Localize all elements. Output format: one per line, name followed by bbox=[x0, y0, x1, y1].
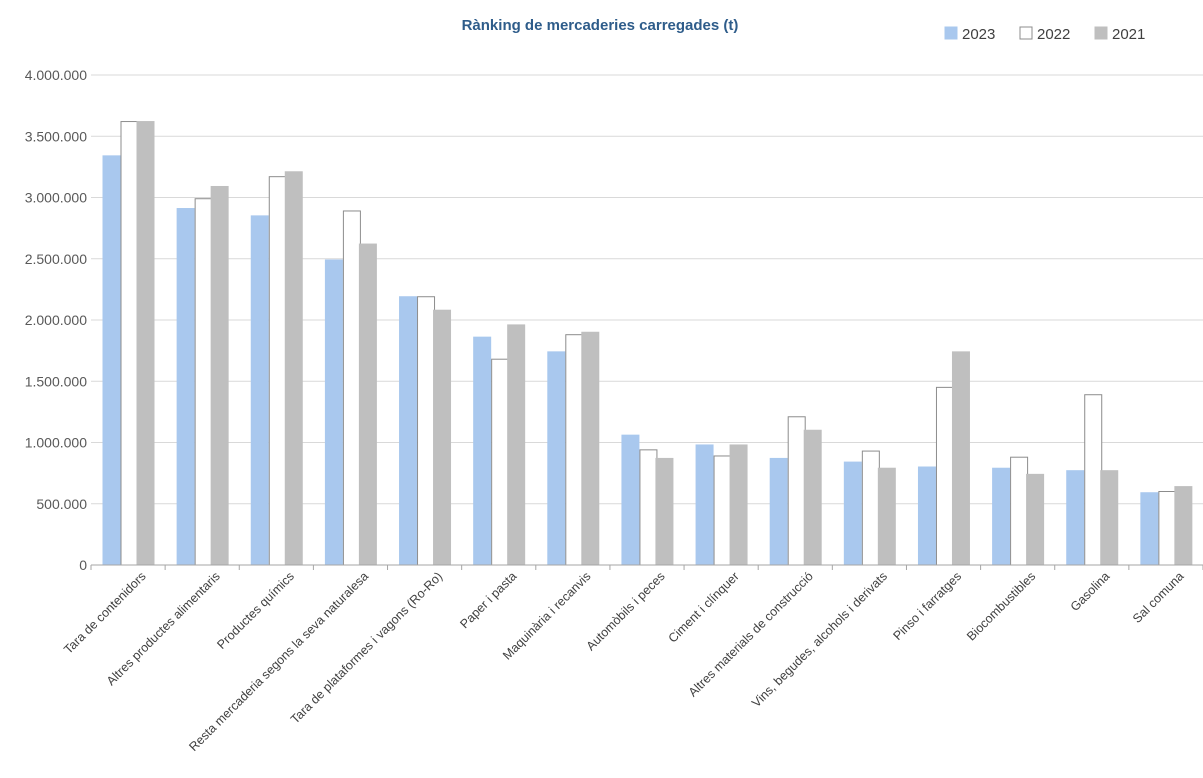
bar-2023-9 bbox=[695, 444, 714, 566]
x-category-label: Ciment i clínquer bbox=[666, 569, 742, 645]
y-tick-label: 2.000.000 bbox=[25, 312, 87, 328]
y-tick-label: 1.500.000 bbox=[25, 373, 87, 389]
x-category-label: Tara de contenidors bbox=[61, 569, 149, 657]
bar-2022-9 bbox=[713, 455, 732, 566]
y-tick-label: 3.000.000 bbox=[25, 190, 87, 206]
bar-2023-11 bbox=[843, 461, 862, 566]
bar-2023-8 bbox=[621, 434, 640, 566]
bar-2021-1 bbox=[136, 121, 155, 566]
legend-label-2023: 2023 bbox=[962, 26, 995, 43]
legend: 2023 2022 2021 bbox=[944, 26, 1145, 43]
y-tick-label: 1.000.000 bbox=[25, 435, 87, 451]
y-axis-ticks: 0 500.000 1.000.000 1.500.000 2.000.000 2.500… bbox=[25, 67, 88, 573]
bar-2021-15 bbox=[1174, 486, 1193, 566]
bar-2023-15 bbox=[1140, 492, 1159, 566]
y-tick-label: 3.500.000 bbox=[25, 128, 87, 144]
chart-title: Rànking de mercaderies carregades (t) bbox=[462, 17, 739, 34]
legend-swatch-2022 bbox=[1019, 26, 1033, 40]
bar-2023-3 bbox=[250, 215, 269, 566]
y-tick-label: 0 bbox=[79, 557, 87, 573]
bar-2021-9 bbox=[729, 444, 748, 566]
bar-2023-6 bbox=[473, 336, 492, 566]
bar-2023-12 bbox=[917, 466, 936, 566]
bar-2021-2 bbox=[210, 185, 229, 566]
bar-2021-5 bbox=[433, 309, 452, 566]
bar-2022-1 bbox=[120, 121, 139, 566]
bar-2021-7 bbox=[581, 331, 600, 566]
x-category-label: Sal comuna bbox=[1130, 569, 1187, 626]
legend-label-2022: 2022 bbox=[1037, 26, 1070, 43]
bar-2021-3 bbox=[284, 171, 303, 566]
x-category-label: Gasolina bbox=[1068, 569, 1113, 614]
bar-2022-5 bbox=[417, 296, 436, 566]
bar-2022-13 bbox=[1010, 456, 1029, 566]
bar-2021-8 bbox=[655, 457, 674, 566]
bars bbox=[102, 121, 1193, 566]
bar-2023-2 bbox=[176, 208, 195, 566]
bar-2022-10 bbox=[787, 416, 806, 566]
bar-2021-4 bbox=[358, 243, 377, 566]
bar-2022-11 bbox=[861, 450, 880, 566]
y-tick-label: 4.000.000 bbox=[25, 67, 87, 83]
bar-2022-6 bbox=[491, 358, 510, 566]
bar-2022-4 bbox=[342, 210, 361, 566]
bar-2021-13 bbox=[1026, 473, 1045, 566]
bar-2021-12 bbox=[951, 351, 970, 566]
bar-2023-4 bbox=[324, 259, 343, 566]
bar-2021-11 bbox=[877, 467, 896, 566]
legend-label-2021: 2021 bbox=[1112, 26, 1145, 43]
x-axis bbox=[90, 564, 1203, 570]
x-category-label: Paper i pasta bbox=[457, 569, 519, 631]
x-category-label: Altres materials de construcció bbox=[686, 569, 816, 699]
bar-2023-5 bbox=[399, 296, 418, 566]
x-category-label: Pinso i farratges bbox=[890, 569, 964, 643]
bar-2022-14 bbox=[1084, 394, 1103, 566]
bar-2022-15 bbox=[1158, 491, 1177, 566]
x-category-label: Tara de plataformes i vagons (Ro-Ro) bbox=[288, 569, 445, 726]
bar-2023-13 bbox=[992, 467, 1011, 566]
bar-2023-10 bbox=[769, 457, 788, 566]
bar-2023-14 bbox=[1066, 470, 1085, 566]
x-category-label: Vins, begudes, alcohols i derivats bbox=[749, 569, 890, 710]
bar-2023-1 bbox=[102, 155, 121, 566]
x-category-label: Biocombustibles bbox=[964, 569, 1038, 643]
legend-swatch-2021 bbox=[1094, 26, 1108, 40]
bar-2022-7 bbox=[565, 334, 584, 566]
bar-2023-7 bbox=[547, 351, 566, 566]
y-tick-label: 500.000 bbox=[36, 496, 87, 512]
bar-2022-12 bbox=[935, 386, 954, 566]
bar-2021-6 bbox=[507, 324, 526, 566]
x-category-label: Automòbils i peces bbox=[584, 569, 668, 653]
bar-2022-3 bbox=[268, 176, 287, 566]
bar-2022-2 bbox=[194, 198, 213, 566]
x-category-label: Productes químics bbox=[214, 569, 297, 652]
bar-2022-8 bbox=[639, 449, 658, 566]
bar-2021-10 bbox=[803, 429, 822, 566]
y-tick-label: 2.500.000 bbox=[25, 251, 87, 267]
bar-2021-14 bbox=[1100, 470, 1119, 566]
legend-swatch-2023 bbox=[944, 26, 958, 40]
